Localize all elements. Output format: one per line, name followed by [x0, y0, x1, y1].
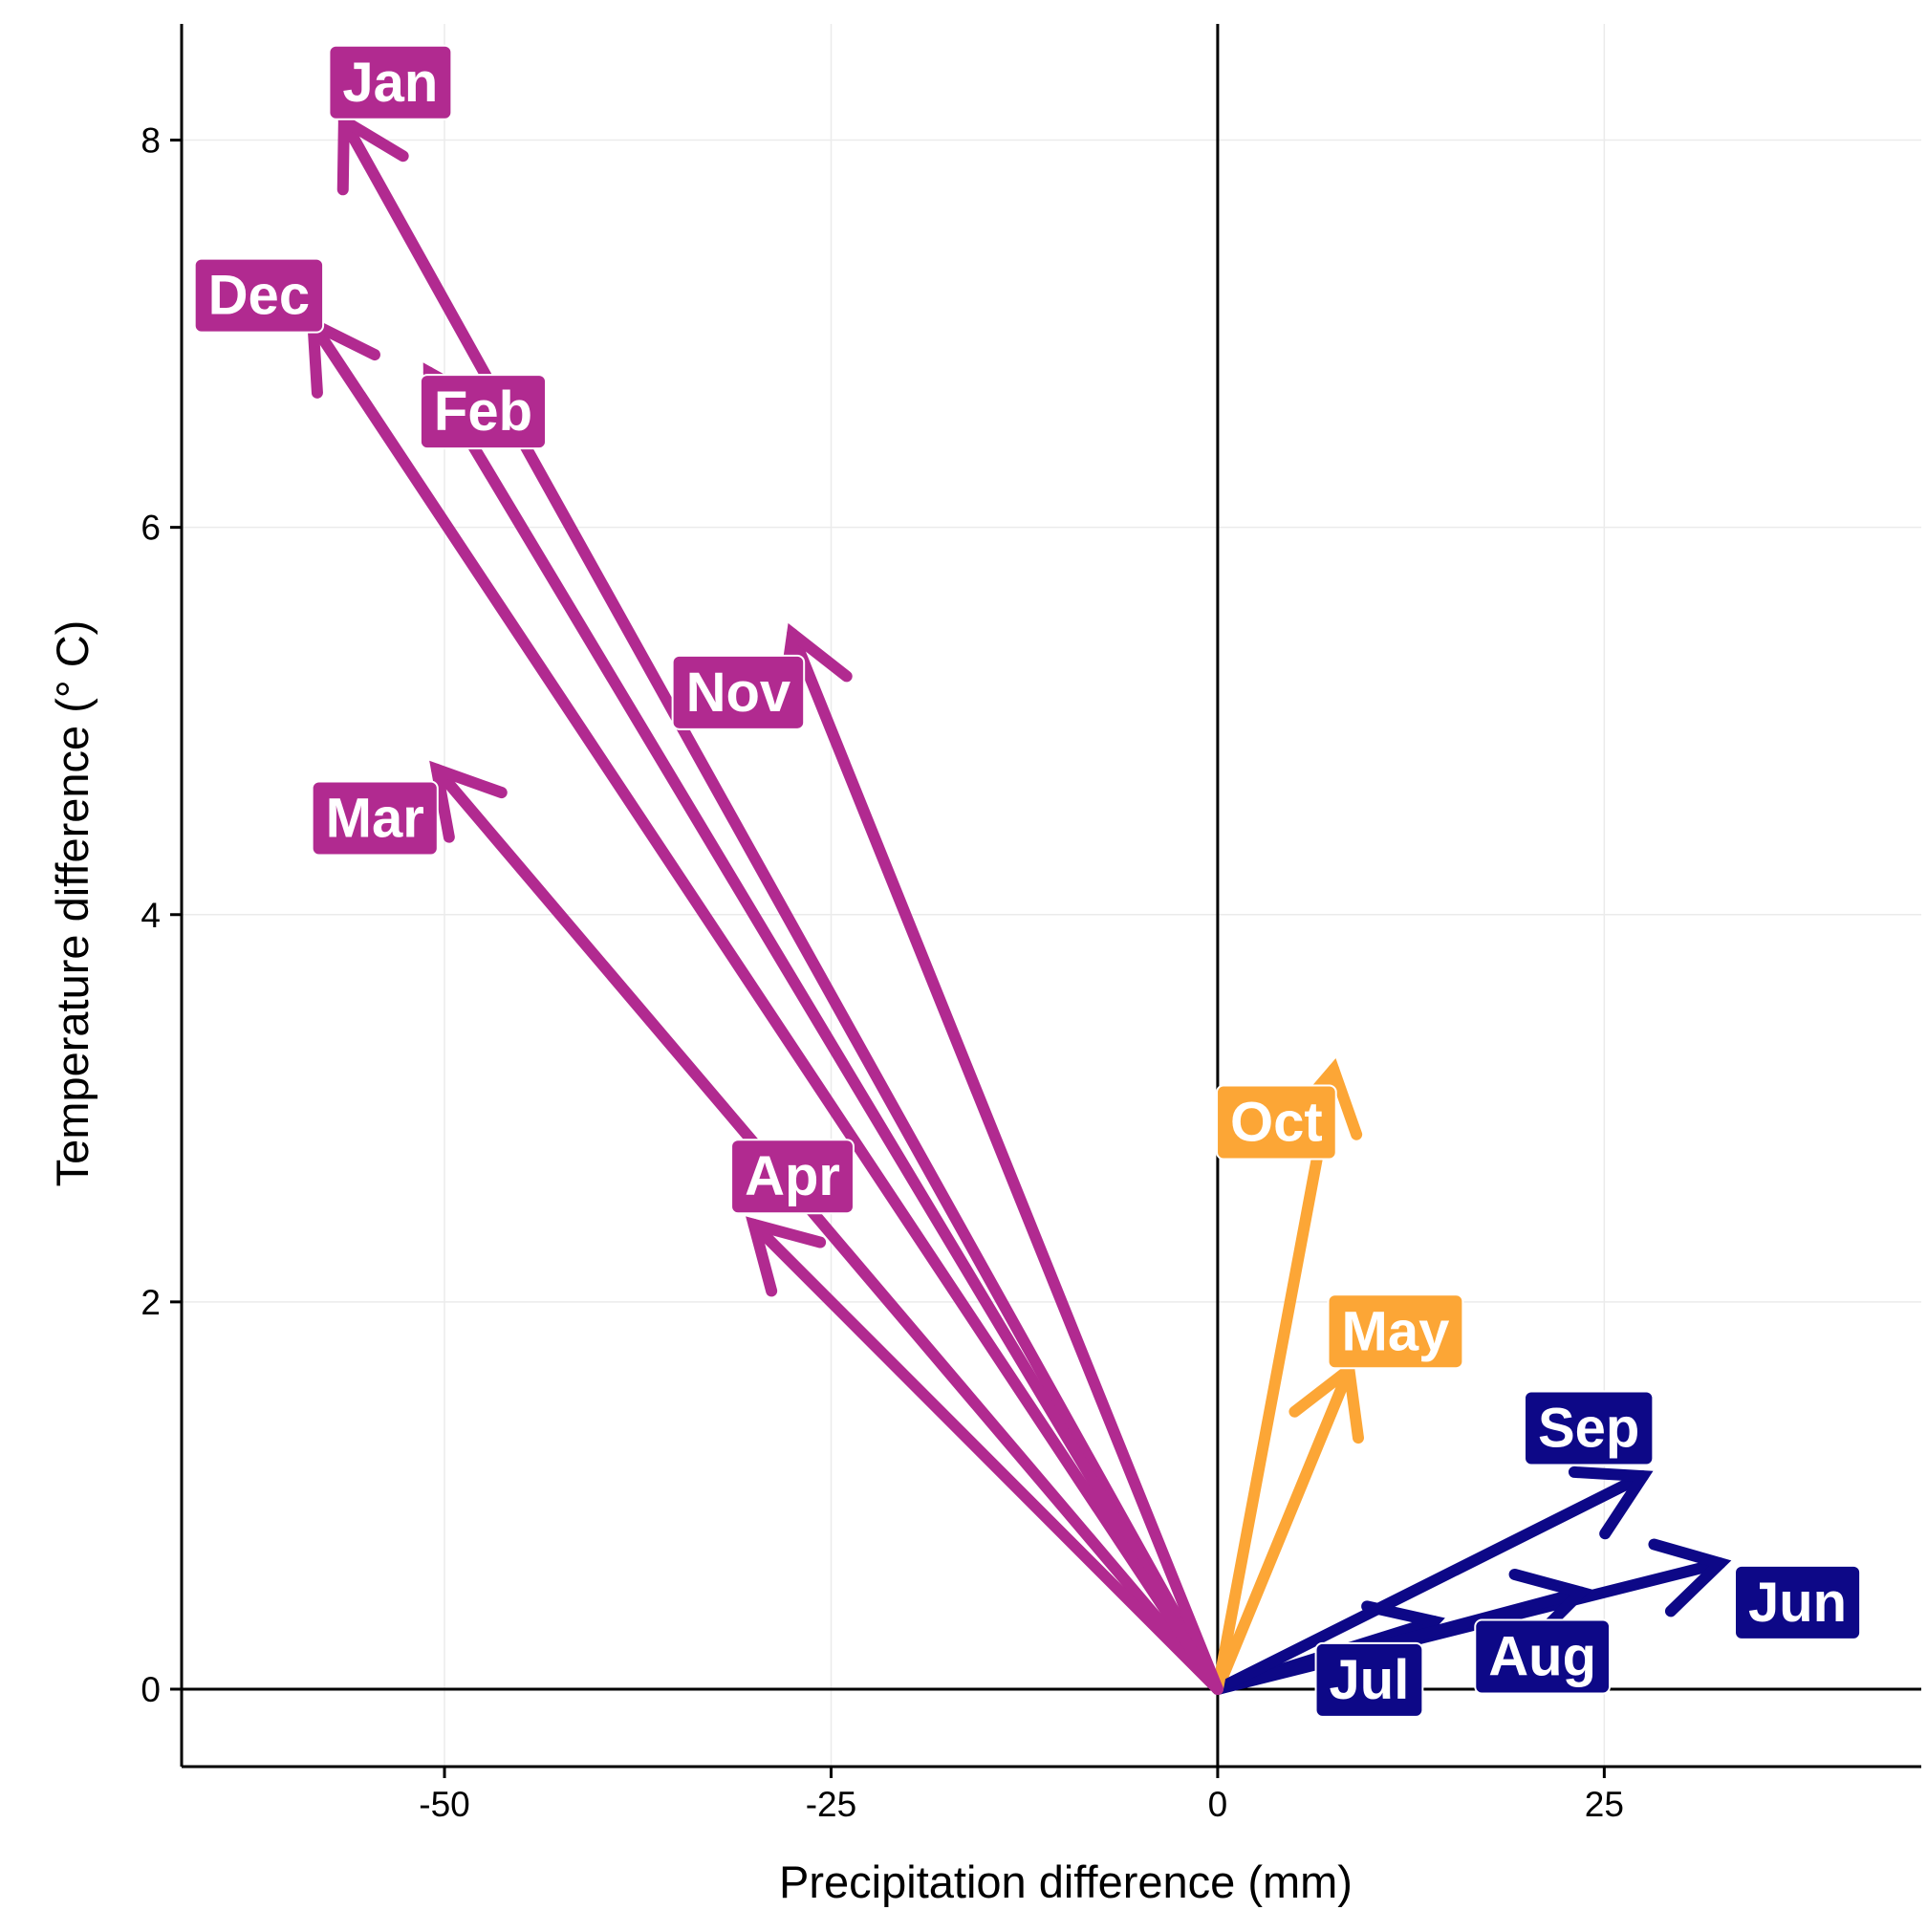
- x-tick-label: 25: [1585, 1785, 1624, 1824]
- label-nov: Nov: [671, 654, 806, 730]
- label-may: May: [1327, 1293, 1464, 1370]
- y-tick-label: 6: [141, 509, 161, 548]
- arrows: [306, 110, 1732, 1695]
- arrow-mar: [429, 760, 1223, 1695]
- label-nov-box: [671, 654, 806, 730]
- label-mar: Mar: [311, 780, 439, 857]
- label-aug-box: [1474, 1618, 1612, 1695]
- label-apr-text: Apr: [745, 1145, 840, 1207]
- label-apr: Apr: [730, 1139, 855, 1215]
- arrow-nov-shaft: [787, 628, 1223, 1695]
- label-dec-text: Dec: [208, 265, 310, 327]
- label-jan-text: Jan: [342, 52, 438, 114]
- label-may-text: May: [1342, 1300, 1450, 1362]
- label-mar-box: [311, 780, 439, 857]
- arrow-mar-shaft: [430, 763, 1223, 1695]
- arrow-apr: [746, 1216, 1223, 1695]
- label-jan: Jan: [328, 44, 453, 120]
- label-feb-text: Feb: [434, 380, 532, 443]
- label-dec: Dec: [193, 257, 325, 334]
- x-tick-label: 0: [1208, 1785, 1228, 1824]
- arrow-mar-head: [429, 760, 508, 843]
- label-jan-box: [328, 44, 453, 120]
- label-jun-text: Jun: [1748, 1572, 1847, 1634]
- arrow-may-shaft: [1211, 1363, 1355, 1695]
- arrow-feb-shaft: [422, 366, 1223, 1695]
- arrow-apr-shaft: [747, 1218, 1223, 1695]
- arrow-apr-head: [746, 1216, 827, 1297]
- arrow-sep-head: [1568, 1465, 1654, 1540]
- arrow-oct-shaft: [1211, 1063, 1340, 1695]
- label-jun: Jun: [1734, 1564, 1862, 1640]
- label-nov-text: Nov: [686, 662, 791, 724]
- label-sep: Sep: [1523, 1390, 1655, 1466]
- arrow-dec: [306, 314, 1223, 1695]
- label-feb-box: [419, 374, 548, 450]
- label-jun-box: [1734, 1564, 1862, 1640]
- x-axis-title: Precipitation difference (mm): [779, 1856, 1353, 1907]
- arrow-jun-head: [1648, 1538, 1732, 1617]
- arrow-jan-shaft: [337, 115, 1223, 1695]
- label-mar-text: Mar: [326, 787, 424, 849]
- label-oct-box: [1216, 1084, 1337, 1161]
- arrow-jan-head: [336, 110, 409, 196]
- label-may-box: [1327, 1293, 1464, 1370]
- label-sep-box: [1523, 1390, 1655, 1466]
- label-jul-box: [1314, 1641, 1424, 1718]
- y-axis-title: Temperature difference (° C): [47, 620, 97, 1187]
- x-tick-label: -50: [419, 1785, 469, 1824]
- label-sep-text: Sep: [1538, 1398, 1639, 1460]
- y-tick-label: 4: [141, 896, 161, 935]
- label-jul-text: Jul: [1330, 1649, 1410, 1711]
- label-aug-text: Aug: [1488, 1626, 1596, 1688]
- label-oct-text: Oct: [1230, 1091, 1323, 1153]
- label-apr-box: [730, 1139, 855, 1215]
- label-oct: Oct: [1216, 1084, 1337, 1161]
- arrow-may: [1211, 1358, 1364, 1695]
- y-tick-label: 2: [141, 1283, 161, 1322]
- arrow-jan: [336, 110, 1223, 1695]
- arrow-sep: [1211, 1465, 1654, 1695]
- y-tick-label: 8: [141, 121, 161, 161]
- label-jul: Jul: [1314, 1641, 1424, 1718]
- label-feb: Feb: [419, 374, 548, 450]
- label-aug: Aug: [1474, 1618, 1612, 1695]
- axes: -50 -25 0 25 0 2 4 6 8: [141, 24, 1921, 1824]
- label-dec-box: [193, 257, 325, 334]
- arrow-aug-shaft: [1211, 1586, 1588, 1695]
- grid: [182, 24, 1921, 1767]
- arrow-may-head: [1288, 1358, 1364, 1444]
- y-tick-label: 0: [141, 1670, 161, 1709]
- x-tick-label: -25: [806, 1785, 856, 1824]
- arrow-feb: [422, 362, 1223, 1695]
- month-labels: Jan Feb Mar Apr May Jun Jul Aug Sep Oct Nov Dec: [193, 44, 1862, 1718]
- arrow-dec-shaft: [307, 317, 1223, 1695]
- arrow-dec-head: [306, 314, 380, 399]
- arrow-sep-shaft: [1211, 1470, 1649, 1695]
